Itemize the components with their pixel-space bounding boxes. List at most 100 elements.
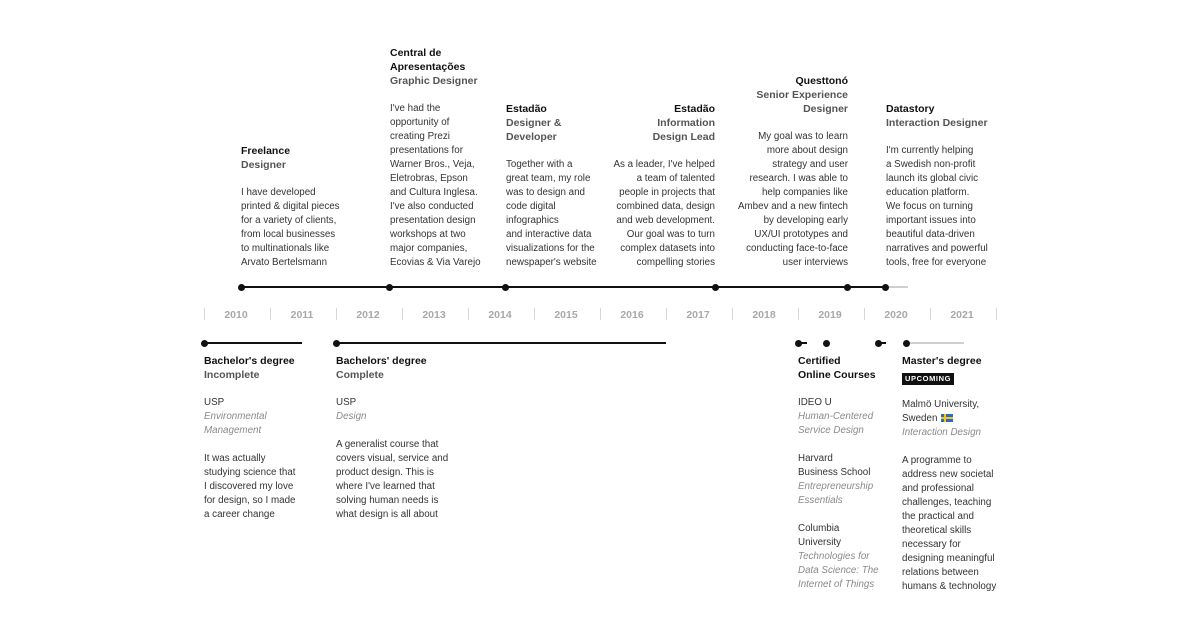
- axis-tick: [996, 308, 997, 320]
- axis-tick: [798, 308, 799, 320]
- edu-desc-line: product design. This is: [336, 467, 434, 478]
- work-desc-line: major companies,: [390, 243, 468, 254]
- axis-tick: [666, 308, 667, 320]
- work-desc-line: and Cultura Inglesa.: [390, 187, 478, 198]
- edu-desc-line: theoretical skills: [902, 525, 972, 536]
- edu-desc-line: address new societal: [902, 469, 994, 480]
- year-label: 2017: [686, 309, 710, 321]
- work-desc-line: more about design: [766, 145, 848, 156]
- work-dot-questtono: [844, 283, 851, 291]
- work-desc-line: conducting face-to-face: [746, 243, 848, 254]
- work-desc-line: strategy and user: [772, 159, 848, 170]
- sweden-flag-icon: [941, 414, 954, 423]
- work-desc-line: As a leader, I've helped: [613, 159, 715, 170]
- work-entry-datastory: Datastory Interaction Designer I'm curre…: [886, 102, 1006, 270]
- edu-desc-line: humans & technology: [902, 581, 997, 592]
- work-desc-line: important issues into: [886, 215, 976, 226]
- work-timeline-line: [241, 286, 886, 288]
- edu-status: Incomplete: [204, 369, 260, 381]
- work-desc-line: was to design and: [506, 187, 585, 198]
- work-desc-line: great team, my role: [506, 173, 591, 184]
- work-timeline-line-future: [886, 286, 908, 288]
- work-desc-line: a team of talented: [636, 173, 715, 184]
- work-role: Information: [657, 117, 715, 129]
- edu-school: Malmö University,: [902, 399, 980, 410]
- edu-title: Master's degree: [902, 355, 982, 367]
- work-desc-line: Arvato Bertelsmann: [241, 257, 328, 268]
- axis-tick: [468, 308, 469, 320]
- work-role: Developer: [506, 131, 557, 143]
- work-org: Questtonó: [795, 75, 849, 87]
- work-org: Central de: [390, 47, 442, 59]
- work-desc-line: beautiful data-driven: [886, 229, 975, 240]
- edu-title: Certified: [798, 355, 841, 367]
- work-desc-line: Ambev and a new fintech: [737, 201, 848, 212]
- year-label: 2015: [554, 309, 578, 321]
- year-label: 2011: [290, 309, 314, 321]
- edu-desc-line: covers visual, service and: [336, 453, 449, 464]
- work-dot-datastory: [882, 283, 889, 291]
- year-label: 2016: [620, 309, 644, 321]
- course-field: Internet of Things: [798, 579, 875, 590]
- work-desc-line: research. I was able to: [749, 173, 848, 184]
- edu-desc-line: for design, so I made: [204, 495, 296, 506]
- axis-tick: [732, 308, 733, 320]
- edu-school-line: Sweden: [902, 412, 1012, 426]
- work-desc-line: I've also conducted: [390, 201, 474, 212]
- work-desc-line: to multinationals like: [241, 243, 330, 254]
- work-desc-line: We focus on turning: [886, 201, 973, 212]
- edu-entry-online-courses: Certified Online Courses IDEO U Human-Ce…: [798, 354, 898, 592]
- work-org: Apresentações: [390, 61, 466, 73]
- axis-tick: [204, 308, 205, 320]
- edu-dot: [332, 339, 340, 347]
- work-desc-line: Ecovias & Via Varejo: [390, 257, 481, 268]
- edu-entry-bachelor-incomplete: Bachelor's degree Incomplete USP Environ…: [204, 354, 324, 522]
- axis-tick: [600, 308, 601, 320]
- work-entry-central: Central de Apresentações Graphic Designe…: [390, 46, 502, 270]
- edu-school: USP: [336, 397, 357, 408]
- year-label: 2019: [818, 309, 842, 321]
- work-desc-line: for a variety of clients,: [241, 215, 337, 226]
- course-field: Data Science: The: [798, 565, 879, 576]
- edu-dot: [822, 339, 830, 347]
- work-desc-line: complex datasets into: [620, 243, 715, 254]
- edu-desc-line: solving human needs is: [336, 495, 439, 506]
- edu-title: Online Courses: [798, 369, 876, 381]
- edu-field: Interaction Design: [902, 427, 981, 438]
- course-school: University: [798, 537, 842, 548]
- work-dot-central: [386, 283, 393, 291]
- course-field: Entrepreneurship: [798, 481, 874, 492]
- work-desc-line: visualizations for the: [506, 243, 595, 254]
- work-desc-line: Our goal was to turn: [626, 229, 715, 240]
- axis-tick: [402, 308, 403, 320]
- year-label: 2020: [884, 309, 908, 321]
- work-desc-line: creating Prezi: [390, 131, 450, 142]
- course-school: Harvard: [798, 453, 833, 464]
- edu-dot: [902, 339, 910, 347]
- edu-desc-line: I discovered my love: [204, 481, 294, 492]
- work-desc-line: code digital: [506, 201, 556, 212]
- year-label: 2010: [224, 309, 248, 321]
- work-dot-estadao-2: [712, 283, 719, 291]
- edu-line-bachelor-incomplete: [204, 342, 302, 344]
- upcoming-badge: UPCOMING: [902, 373, 955, 385]
- edu-school: USP: [204, 397, 225, 408]
- work-desc-line: and interactive data: [506, 229, 592, 240]
- work-desc-line: presentation design: [390, 215, 476, 226]
- work-role: Graphic Designer: [390, 75, 478, 87]
- edu-line-masters: [906, 342, 964, 344]
- axis-tick: [930, 308, 931, 320]
- work-desc-line: education platform.: [886, 187, 970, 198]
- axis-tick: [864, 308, 865, 320]
- work-entry-questtono: Questtonó Senior Experience Designer My …: [718, 74, 848, 270]
- edu-title: Bachelor's degree: [204, 355, 295, 367]
- edu-school: Sweden: [902, 413, 938, 424]
- edu-desc-line: and professional: [902, 483, 974, 494]
- edu-desc-line: the practical and: [902, 511, 974, 522]
- work-org: Estadão: [674, 103, 715, 115]
- work-org: Datastory: [886, 103, 935, 115]
- work-desc-line: UX/UI prototypes and: [754, 229, 848, 240]
- work-desc-line: I'm currently helping: [886, 145, 974, 156]
- work-desc-line: user interviews: [782, 257, 848, 268]
- edu-desc-line: challenges, teaching: [902, 497, 992, 508]
